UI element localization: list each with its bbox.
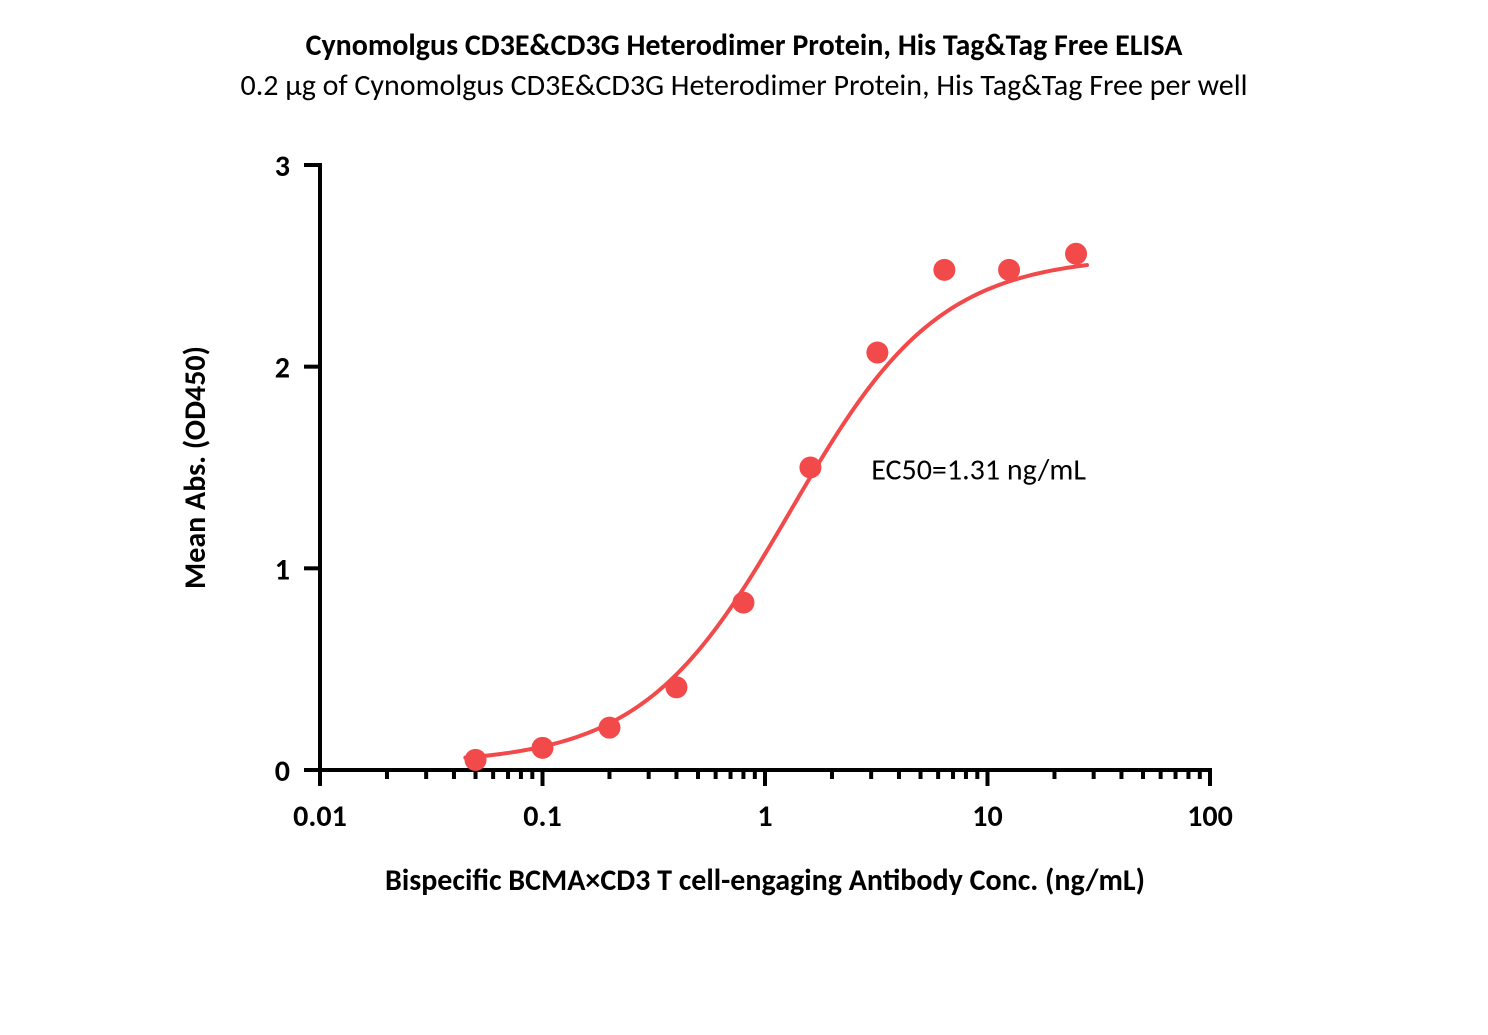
x-axis-label: Bispecific BCMA×CD3 T cell-engaging Anti… bbox=[385, 862, 1145, 899]
data-point bbox=[866, 342, 888, 364]
data-point bbox=[1065, 243, 1087, 265]
ec50-annotation: EC50=1.31 ng/mL bbox=[871, 452, 1086, 489]
data-point bbox=[933, 259, 955, 281]
x-tick-label: 10 bbox=[972, 798, 1002, 835]
chart-title-line2: 0.2 μg of Cynomolgus CD3E&CD3G Heterodim… bbox=[241, 67, 1248, 104]
data-point bbox=[465, 749, 487, 771]
x-tick-label: 1 bbox=[757, 798, 772, 835]
data-point bbox=[799, 457, 821, 479]
chart-title-line1: Cynomolgus CD3E&CD3G Heterodimer Protein… bbox=[306, 27, 1184, 64]
data-point bbox=[665, 676, 687, 698]
data-point bbox=[532, 737, 554, 759]
x-tick-label: 100 bbox=[1187, 798, 1233, 835]
x-tick-label: 0.01 bbox=[293, 798, 347, 835]
elisa-chart: 0.01 0.1 1 10 100 0 1 2 3 Cynomolgus CD3E&CD3G He… bbox=[0, 0, 1488, 1035]
data-point bbox=[732, 592, 754, 614]
data-point bbox=[998, 259, 1020, 281]
y-tick-label: 1 bbox=[275, 551, 290, 588]
y-tick-label: 2 bbox=[275, 350, 290, 387]
fitted-curve bbox=[465, 265, 1087, 758]
data-point bbox=[598, 717, 620, 739]
y-axis-label: Mean Abs. (OD450) bbox=[177, 346, 214, 589]
x-tick-label: 0.1 bbox=[523, 798, 561, 835]
y-tick-label: 0 bbox=[275, 753, 290, 790]
y-tick-label: 3 bbox=[275, 148, 290, 185]
chart-container: 0.01 0.1 1 10 100 0 1 2 3 Cynomolgus CD3E&CD3G He… bbox=[0, 0, 1488, 1035]
